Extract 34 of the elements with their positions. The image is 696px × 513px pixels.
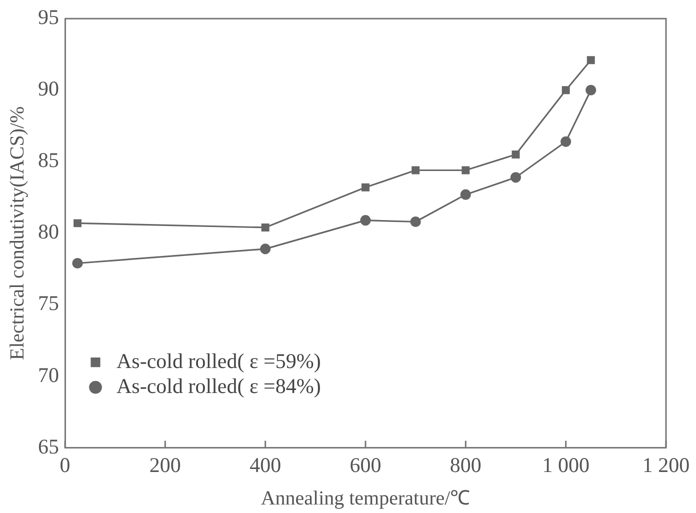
point [586,84,596,96]
point [460,189,471,200]
y-tick-label: 75 [38,291,59,316]
point [261,223,270,232]
x-axis-title: Annealing temperature/℃ [260,487,470,510]
y-tick-label: 80 [38,220,59,244]
x-tick-label: 400 [250,452,282,477]
legend-label: As-cold rolled( ε =84%) [116,374,321,398]
point [74,219,82,228]
legend-label: As-cold rolled( ε =59%) [116,348,321,373]
y-tick-label: 85 [38,148,59,172]
y-tick-label: 90 [38,76,59,101]
point [560,136,572,147]
point [410,216,421,228]
point [412,166,420,174]
y-tick-label: 95 [38,5,59,30]
point [586,56,595,64]
point [510,172,522,183]
point [260,244,271,254]
point [512,150,520,158]
y-axis-title: Electrical condutivity(IACS)/% [6,106,28,360]
x-tick-label: 200 [149,452,181,477]
point [362,183,370,192]
point [562,86,570,94]
x-tick-label: 0 [60,452,70,477]
point [360,215,371,226]
x-tick-label: 1 200 [642,452,690,477]
x-tick-label: 1 000 [542,452,590,477]
point [462,166,470,174]
y-tick-label: 65 [38,434,59,458]
y-tick-label: 70 [38,362,59,387]
x-tick-label: 600 [350,452,382,477]
point [72,258,83,269]
x-tick-label: 800 [450,452,482,477]
